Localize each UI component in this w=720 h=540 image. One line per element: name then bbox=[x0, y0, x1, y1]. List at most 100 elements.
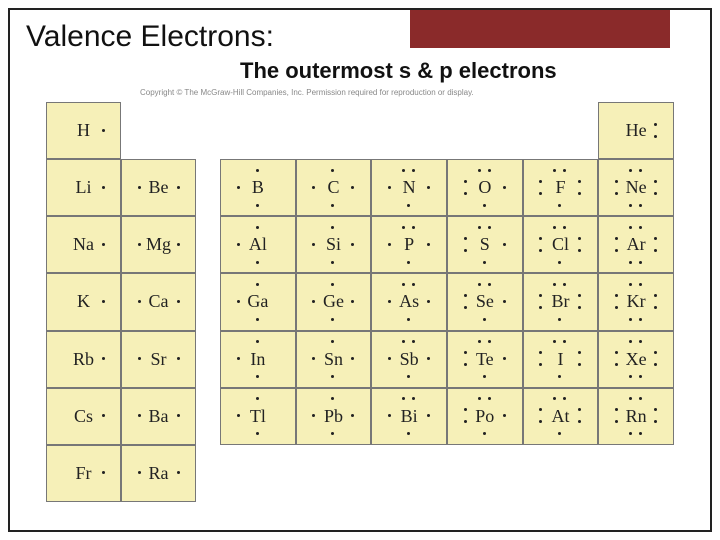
electron-dot bbox=[331, 397, 334, 400]
element-symbol: Tl bbox=[250, 406, 266, 427]
electron-dot bbox=[553, 169, 556, 172]
electron-dot bbox=[402, 340, 405, 343]
electron-dot bbox=[237, 186, 240, 189]
element-cell: Ra bbox=[121, 445, 196, 502]
electron-dot bbox=[102, 186, 105, 189]
electron-dot bbox=[578, 180, 581, 183]
electron-dot bbox=[412, 283, 415, 286]
electron-dot bbox=[331, 261, 334, 264]
element-cell: Te bbox=[447, 331, 523, 388]
element-cell: Kr bbox=[598, 273, 674, 330]
electron-dot bbox=[615, 363, 618, 366]
electron-dot bbox=[578, 420, 581, 423]
electron-dot bbox=[563, 283, 566, 286]
element-cell: Ga bbox=[220, 273, 296, 330]
element-symbol-wrap: Na bbox=[61, 225, 107, 265]
element-symbol-wrap: F bbox=[537, 168, 583, 208]
electron-dot bbox=[312, 357, 315, 360]
electron-dot bbox=[177, 357, 180, 360]
electron-dot bbox=[578, 363, 581, 366]
element-cell: O bbox=[447, 159, 523, 216]
electron-dot bbox=[629, 340, 632, 343]
element-symbol: Na bbox=[73, 234, 94, 255]
electron-dot bbox=[654, 192, 657, 195]
element-symbol: P bbox=[404, 234, 414, 255]
electron-dot bbox=[615, 420, 618, 423]
element-symbol-wrap: Ba bbox=[136, 396, 182, 436]
element-symbol: In bbox=[250, 349, 265, 370]
electron-dot bbox=[654, 180, 657, 183]
electron-dot bbox=[639, 397, 642, 400]
electron-dot bbox=[388, 243, 391, 246]
electron-dot bbox=[402, 226, 405, 229]
electron-dot bbox=[654, 408, 657, 411]
electron-dot bbox=[427, 186, 430, 189]
element-cell: Li bbox=[46, 159, 121, 216]
element-symbol-wrap: Cs bbox=[61, 396, 107, 436]
electron-dot bbox=[539, 294, 542, 297]
electron-dot bbox=[654, 249, 657, 252]
element-cell: Se bbox=[447, 273, 523, 330]
electron-dot bbox=[237, 243, 240, 246]
electron-dot bbox=[256, 283, 259, 286]
element-symbol: Ca bbox=[149, 291, 169, 312]
electron-dot bbox=[553, 226, 556, 229]
electron-dot bbox=[138, 414, 141, 417]
electron-dot bbox=[177, 414, 180, 417]
electron-dot bbox=[177, 471, 180, 474]
electron-dot bbox=[539, 363, 542, 366]
element-symbol-wrap: Tl bbox=[235, 396, 281, 436]
electron-dot bbox=[256, 204, 259, 207]
electron-dot bbox=[563, 169, 566, 172]
electron-dot bbox=[615, 180, 618, 183]
electron-dot bbox=[553, 340, 556, 343]
element-symbol: Li bbox=[76, 177, 92, 198]
electron-dot bbox=[237, 357, 240, 360]
element-cell: Tl bbox=[220, 388, 296, 445]
electron-dot bbox=[312, 243, 315, 246]
element-symbol-wrap: Te bbox=[462, 339, 508, 379]
electron-dot bbox=[312, 186, 315, 189]
element-symbol: As bbox=[399, 291, 419, 312]
element-cell: Bi bbox=[371, 388, 447, 445]
electron-dot bbox=[629, 169, 632, 172]
element-symbol: I bbox=[557, 349, 563, 370]
electron-dot bbox=[615, 351, 618, 354]
electron-dot bbox=[578, 249, 581, 252]
element-cell: Si bbox=[296, 216, 372, 273]
element-cell: Cs bbox=[46, 388, 121, 445]
element-symbol-wrap: Pb bbox=[310, 396, 356, 436]
electron-dot bbox=[102, 129, 105, 132]
electron-dot bbox=[177, 243, 180, 246]
electron-dot bbox=[464, 363, 467, 366]
element-cell: Sr bbox=[121, 331, 196, 388]
electron-dot bbox=[407, 318, 410, 321]
element-symbol-wrap: Po bbox=[462, 396, 508, 436]
element-symbol: Xe bbox=[626, 349, 647, 370]
electron-dot bbox=[331, 318, 334, 321]
electron-dot bbox=[483, 375, 486, 378]
element-symbol: Bi bbox=[401, 406, 418, 427]
electron-dot bbox=[256, 169, 259, 172]
electron-dot bbox=[483, 318, 486, 321]
electron-dot bbox=[388, 186, 391, 189]
electron-dot bbox=[331, 283, 334, 286]
electron-dot bbox=[553, 397, 556, 400]
element-symbol: Si bbox=[326, 234, 341, 255]
element-symbol: Se bbox=[476, 291, 494, 312]
element-symbol: Ba bbox=[149, 406, 169, 427]
electron-dot bbox=[331, 169, 334, 172]
periodic-table: HLiBeNaMgKCaRbSrCsBaFrRa HeBCNOFNeAlSiPS… bbox=[46, 102, 674, 502]
electron-dot bbox=[237, 300, 240, 303]
electron-dot bbox=[639, 432, 642, 435]
element-symbol: Ne bbox=[626, 177, 647, 198]
electron-dot bbox=[503, 357, 506, 360]
electron-dot bbox=[615, 306, 618, 309]
electron-dot bbox=[483, 204, 486, 207]
electron-dot bbox=[102, 414, 105, 417]
electron-dot bbox=[553, 283, 556, 286]
element-symbol: Pb bbox=[324, 406, 343, 427]
element-symbol-wrap: N bbox=[386, 168, 432, 208]
electron-dot bbox=[539, 306, 542, 309]
element-symbol-wrap: Xe bbox=[613, 339, 659, 379]
